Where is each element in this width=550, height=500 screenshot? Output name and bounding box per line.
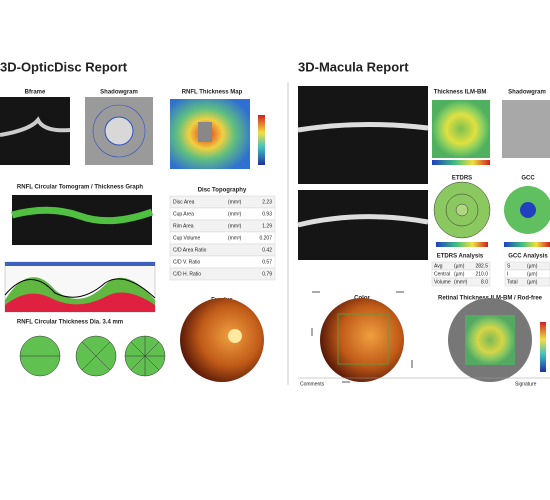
table-cell: (µm) xyxy=(527,271,538,277)
table-cell: C/D Area Ratio xyxy=(173,247,207,253)
color-fundus xyxy=(320,298,404,382)
etdrs-center xyxy=(455,203,469,217)
shadowgram-image xyxy=(502,100,550,158)
table-cell: Volume xyxy=(434,279,451,285)
sector-band xyxy=(5,262,155,266)
section-label: RNFL Circular Thickness Dia. 3.4 mm xyxy=(17,320,123,326)
table-cell: S xyxy=(507,263,511,269)
table-cell: Rim Area xyxy=(173,223,194,229)
thickness-overlay xyxy=(465,315,515,365)
panel-label: Shadowgram xyxy=(508,90,546,96)
table-cell: C/D H. Ratio xyxy=(173,271,201,277)
table-cell: 8.0 xyxy=(481,279,488,285)
gcc-table: S (µm) I (µm) Total (µm) xyxy=(504,261,550,287)
thickness-line xyxy=(4,278,156,299)
table-row xyxy=(169,267,276,281)
table-title: Disc Topography xyxy=(198,188,247,194)
retina-layer xyxy=(0,116,71,137)
table-cell: 0.57 xyxy=(262,259,272,265)
table-cell: 1.29 xyxy=(262,223,272,229)
panel-label: RNFL Thickness Map xyxy=(182,90,243,96)
comments-label: Comments xyxy=(300,381,325,387)
table-cell: Avg xyxy=(434,263,443,269)
sector-line xyxy=(81,341,111,371)
table-cell: C/D V. Ratio xyxy=(173,259,201,265)
panel-label: ETDRS xyxy=(452,176,472,182)
optic-disc xyxy=(228,329,242,343)
table-cell: (mm³) xyxy=(454,279,468,285)
panel-label: Shadowgram xyxy=(100,90,138,96)
table-cell: (µm) xyxy=(454,263,465,269)
table-cell: I xyxy=(507,271,508,277)
table-cell: 0.93 xyxy=(262,211,272,217)
table-cell: Central xyxy=(434,271,450,277)
table-row xyxy=(431,277,491,287)
report-title: 3D-Macula Report xyxy=(298,59,409,74)
panel-label: Thickness ILM-BM xyxy=(434,90,487,96)
report-title: 3D-OpticDisc Report xyxy=(0,59,128,74)
table-cell: (mm²) xyxy=(228,211,242,217)
section-label: RNFL Circular Tomogram / Thickness Graph xyxy=(17,185,143,191)
disc-circle xyxy=(104,116,134,146)
color-bar xyxy=(540,322,546,372)
table-cell: 0.79 xyxy=(262,271,272,277)
color-bar xyxy=(504,242,550,247)
table-cell: Cup Area xyxy=(173,211,194,217)
etdrs-ring xyxy=(445,193,479,227)
low-range xyxy=(5,292,155,312)
retina-layer xyxy=(297,214,429,228)
color-bar xyxy=(432,160,490,165)
thickness-map xyxy=(432,100,490,158)
etdrs-table: Avg (µm) 282.5 Central (µm) 210.0 Volume (mm³) 8… xyxy=(431,261,491,287)
table-cell: (µm) xyxy=(527,279,538,285)
table-cell: Disc Area xyxy=(173,199,195,205)
color-bar xyxy=(258,115,265,165)
signature-label: Signature xyxy=(515,381,537,387)
table-cell: 0.42 xyxy=(262,247,272,253)
table-cell: Cup Volume xyxy=(173,235,200,241)
table-title: GCC Analysis xyxy=(508,254,548,260)
oct-scan xyxy=(298,190,428,260)
retina-layer xyxy=(297,121,429,133)
table-title: ETDRS Analysis xyxy=(437,254,484,260)
table-cell: 210.0 xyxy=(475,271,488,277)
table-cell: (µm) xyxy=(454,271,465,277)
oct-scan xyxy=(298,86,428,184)
scan-area xyxy=(337,313,389,365)
table-cell: (mm³) xyxy=(228,235,242,241)
table-row xyxy=(504,277,550,287)
table-cell: 282.5 xyxy=(475,263,488,269)
color-bar xyxy=(436,242,488,247)
scan-circle xyxy=(92,104,146,158)
disc-topography-table: Disc Area (mm²) 2.23 Cup Area (mm²) 0.93 Rim A… xyxy=(169,195,276,281)
table-cell: 2.23 xyxy=(262,199,272,205)
fundus-image xyxy=(180,298,264,382)
panel-label: GCC xyxy=(521,176,535,182)
table-cell: (µm) xyxy=(527,263,538,269)
panel-label: Bframe xyxy=(25,90,46,96)
table-cell: Total xyxy=(507,279,518,285)
disc-area xyxy=(198,122,212,142)
rnfl-band xyxy=(11,206,154,225)
gcc-center xyxy=(520,202,536,218)
table-cell: 0.207 xyxy=(259,235,272,241)
table-cell: (mm²) xyxy=(228,199,242,205)
sector-line xyxy=(125,336,165,376)
table-cell: (mm²) xyxy=(228,223,242,229)
